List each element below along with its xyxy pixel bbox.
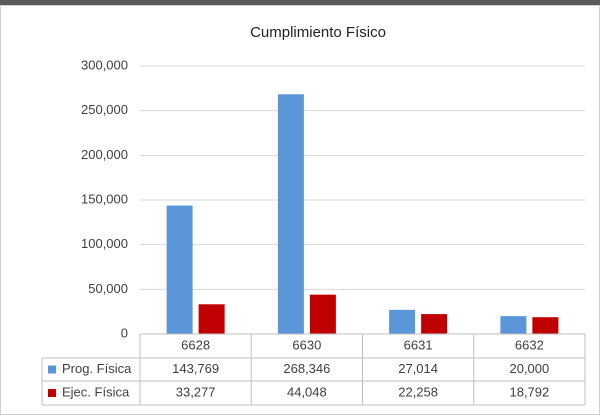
table-value: 268,346 (283, 361, 330, 376)
bar (421, 314, 448, 334)
y-tick-label: 200,000 (81, 147, 128, 162)
table-value: 44,048 (287, 384, 327, 399)
chart-title: Cumplimiento Físico (250, 24, 386, 41)
bar (500, 316, 527, 334)
bar (198, 304, 225, 334)
table-value: 20,000 (509, 361, 549, 376)
top-bar (0, 0, 600, 5)
y-tick-label: 50,000 (88, 281, 128, 296)
table-value: 33,277 (176, 384, 216, 399)
table-value: 27,014 (398, 361, 438, 376)
bar (389, 309, 416, 334)
x-tick-label: 6632 (515, 337, 544, 352)
x-tick-label: 6628 (181, 337, 210, 352)
y-tick-label: 150,000 (81, 191, 128, 206)
table-value: 22,258 (398, 384, 438, 399)
table-value: 143,769 (172, 361, 219, 376)
legend-swatch (48, 389, 56, 397)
legend-swatch (48, 365, 56, 374)
x-tick-label: 6631 (404, 337, 433, 352)
bar (166, 205, 193, 334)
bar (532, 317, 559, 334)
table-value: 18,792 (509, 384, 549, 399)
legend-label: Ejec. Física (62, 384, 130, 399)
y-tick-label: 250,000 (81, 102, 128, 117)
bar (277, 94, 304, 334)
x-tick-label: 6630 (292, 337, 321, 352)
y-tick-label: 100,000 (81, 236, 128, 251)
legend-label: Prog. Física (62, 361, 132, 376)
y-tick-label: 300,000 (81, 57, 128, 72)
bar (309, 294, 336, 334)
y-tick-label: 0 (121, 325, 128, 340)
